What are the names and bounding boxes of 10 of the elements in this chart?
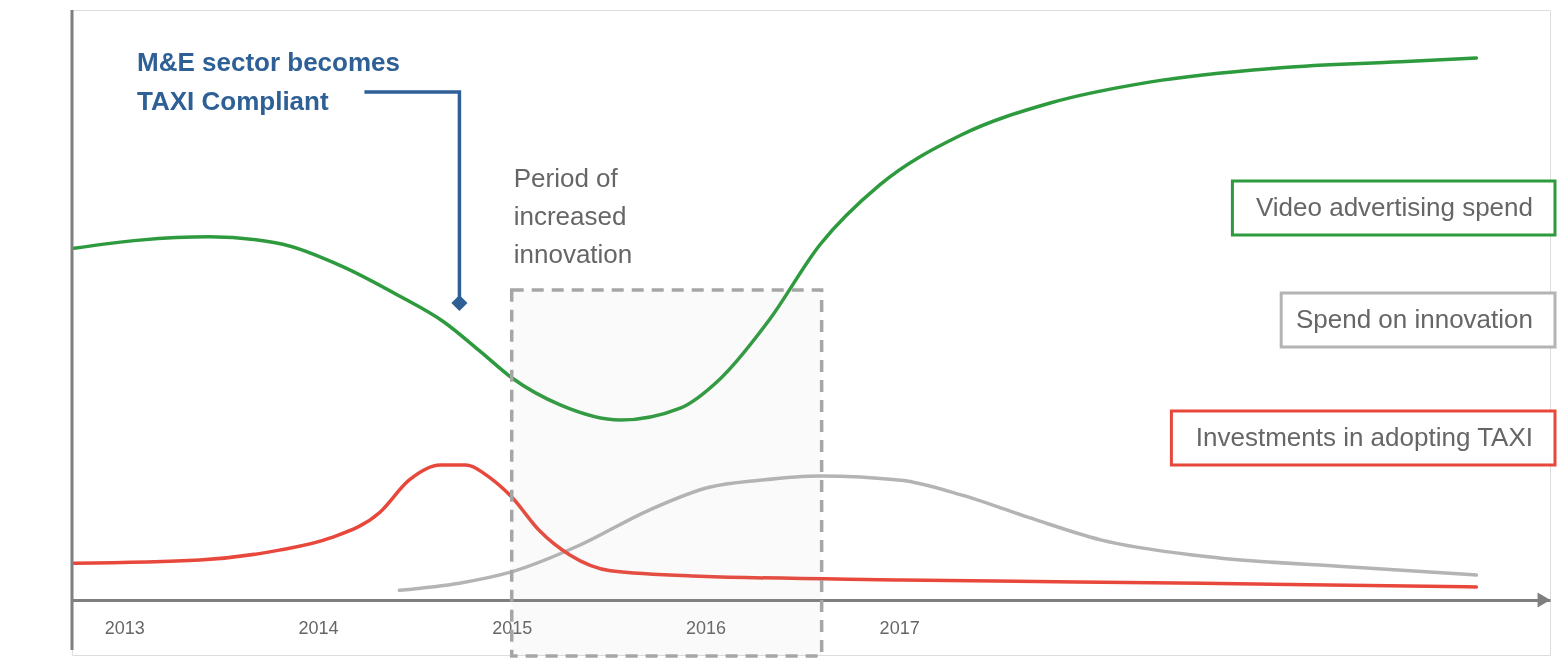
text: Investments in adopting TAXI <box>1195 422 1533 452</box>
band-label: Period of increased innovation <box>513 163 633 269</box>
text: Spend on innovation <box>1295 304 1533 334</box>
annotation: M&E sector becomes TAXI Compliant <box>137 47 400 116</box>
x-tick-label: 2015 <box>492 618 533 639</box>
x-tick-label: 2017 <box>879 618 920 639</box>
x-tick-label: 2014 <box>298 618 339 639</box>
x-tick-label: 2013 <box>104 618 145 639</box>
x-tick-label: 2016 <box>685 618 726 639</box>
text: Video advertising spend <box>1255 192 1533 222</box>
